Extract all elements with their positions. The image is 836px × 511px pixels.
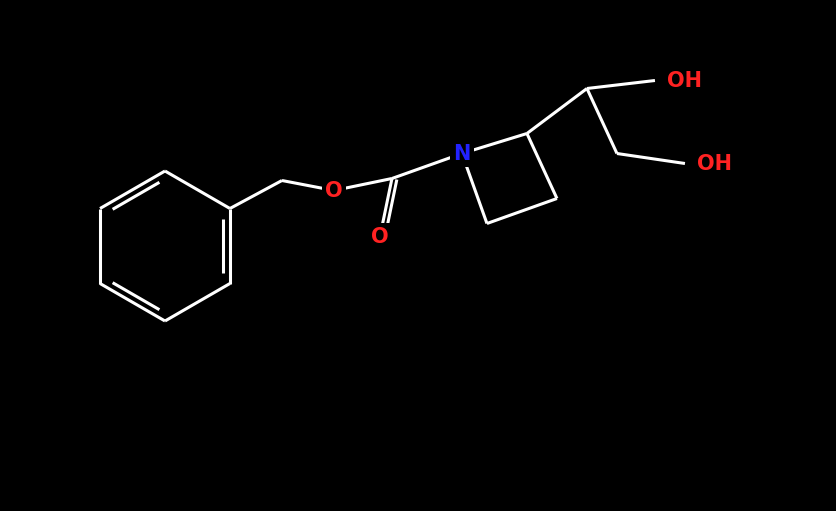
Text: OH: OH (666, 71, 701, 90)
Text: O: O (370, 226, 388, 246)
Text: OH: OH (696, 153, 731, 174)
Text: O: O (324, 180, 343, 200)
Text: N: N (453, 144, 470, 164)
